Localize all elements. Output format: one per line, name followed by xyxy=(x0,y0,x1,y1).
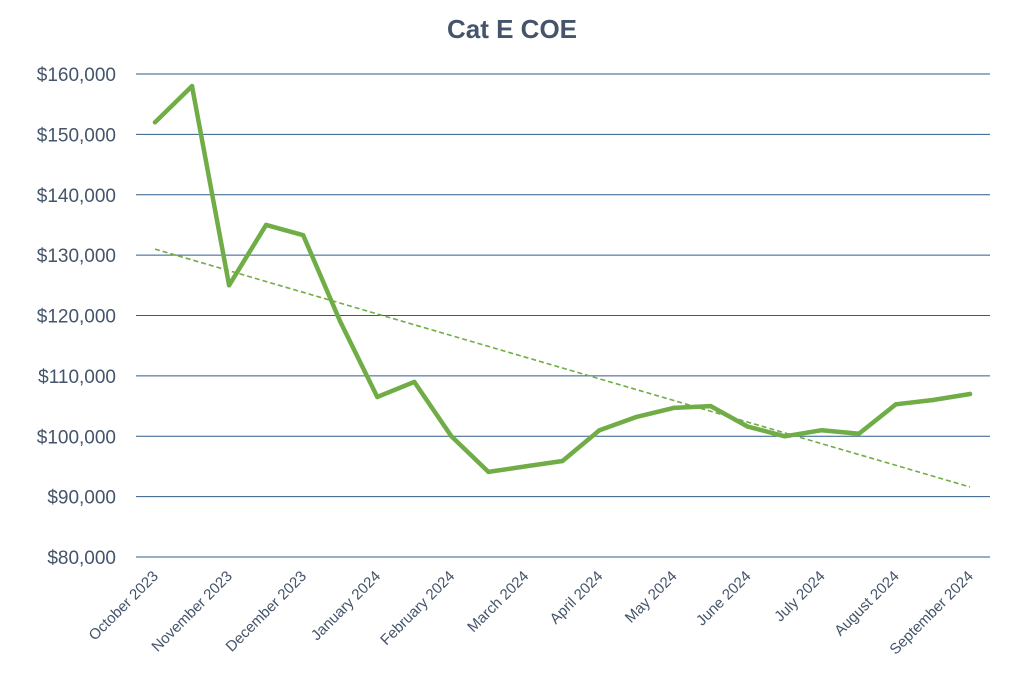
x-tick-label: March 2024 xyxy=(464,568,532,636)
x-tick-label: April 2024 xyxy=(547,568,607,628)
data-point xyxy=(189,83,195,89)
data-point xyxy=(338,319,343,324)
data-point xyxy=(893,402,899,407)
x-tick-label: January 2024 xyxy=(308,568,384,644)
trendline xyxy=(154,248,971,488)
x-tick-label: December 2023 xyxy=(223,568,310,655)
data-point xyxy=(523,464,528,469)
y-tick-label: $80,000 xyxy=(47,548,116,569)
chart-title: Cat E COE xyxy=(446,14,578,44)
data-point xyxy=(634,414,639,420)
y-tick-label: $100,000 xyxy=(37,427,116,448)
data-point xyxy=(263,222,269,228)
gridlines xyxy=(136,73,990,558)
data-point xyxy=(745,424,750,429)
data-point xyxy=(782,434,787,439)
data-point xyxy=(856,431,862,437)
data-point xyxy=(708,403,713,409)
data-point xyxy=(226,283,232,288)
x-tick-label: June 2024 xyxy=(693,568,755,630)
series xyxy=(152,83,973,488)
data-point xyxy=(597,428,602,433)
x-tick-label: February 2024 xyxy=(377,568,458,649)
series-line xyxy=(152,83,973,475)
data-point xyxy=(412,379,417,385)
y-tick-label: $140,000 xyxy=(37,186,116,207)
data-point xyxy=(152,120,158,125)
data-point xyxy=(930,397,936,403)
x-tick-label: July 2024 xyxy=(771,568,828,625)
x-tick-label: May 2024 xyxy=(622,568,681,627)
data-point xyxy=(449,434,454,439)
x-tick-label: October 2023 xyxy=(86,568,162,644)
y-axis-tick-labels: $80,000 $90,000 $100,000 $110,000 $120,000 $1… xyxy=(37,65,116,569)
x-tick-label: August 2024 xyxy=(831,568,903,640)
data-point xyxy=(967,391,973,397)
data-point xyxy=(486,469,491,475)
y-tick-label: $160,000 xyxy=(37,65,116,86)
data-point xyxy=(819,428,825,433)
y-tick-label: $120,000 xyxy=(37,307,116,328)
y-tick-label: $130,000 xyxy=(37,246,116,267)
data-point xyxy=(300,233,306,238)
data-point xyxy=(671,405,676,411)
y-tick-label: $150,000 xyxy=(37,125,116,146)
data-point xyxy=(560,458,565,464)
data-point xyxy=(375,394,380,400)
y-tick-label: $110,000 xyxy=(38,367,116,388)
y-tick-label: $90,000 xyxy=(47,488,116,509)
